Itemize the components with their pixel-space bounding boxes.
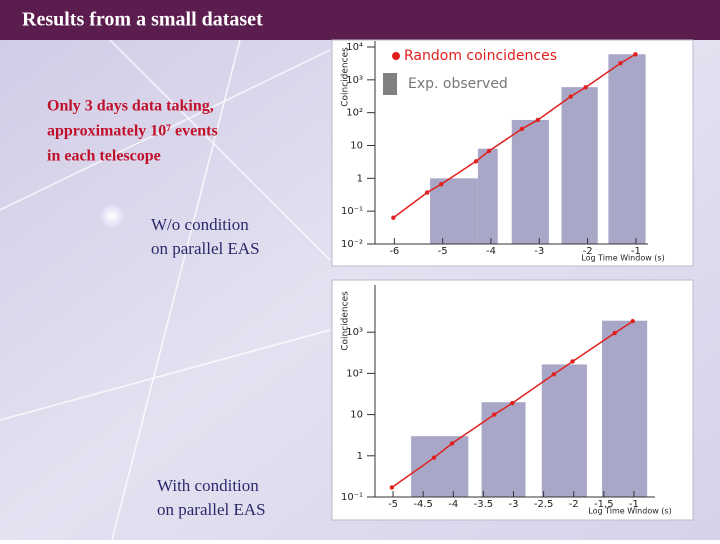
x-tick-label: -3 [509,499,519,510]
data-point [449,441,455,446]
note: Only 3 days data taking, approximately 1… [47,98,218,165]
bar [481,402,526,497]
data-point [551,372,557,377]
data-point [473,159,479,164]
bar [461,178,478,244]
caption: on parallel EAS [151,239,260,258]
data-point [438,182,444,187]
note-line: Only 3 days data taking, [47,98,214,115]
y-tick-label: 1 [357,173,363,184]
bar [541,364,587,497]
data-point [431,455,437,460]
title-bar [0,0,720,40]
x-tick-label: -3.5 [474,499,494,510]
x-tick-label: -6 [389,246,399,257]
x-tick-label: -2 [569,499,579,510]
bar [477,148,498,244]
data-point [570,359,575,364]
legend-marker [392,52,400,60]
y-tick-label: 10⁻² [341,239,363,250]
x-tick-label: -5 [438,246,448,257]
data-point [391,215,396,220]
legend-label: Exp. observed [408,76,508,92]
bar [602,320,648,497]
y-tick-label: 10³ [346,327,363,338]
data-point [612,330,617,336]
data-point [492,412,497,417]
x-axis-label: Log Time Window (s) [581,254,664,263]
y-tick-label: 10⁻¹ [341,492,363,503]
slide-title: Results from a small dataset [22,9,263,31]
y-tick-label: 10³ [346,75,363,86]
y-tick-label: 10⁻¹ [341,206,363,217]
data-point [510,400,515,406]
data-point [424,190,430,195]
y-tick-label: 10 [350,410,363,421]
x-tick-label: -4 [486,246,496,257]
data-point [519,126,525,132]
glow [98,202,126,230]
y-tick-label: 10⁴ [346,42,363,53]
x-tick-label: -1 [631,246,641,257]
captions: W/o condition on parallel EAS With condi… [151,215,266,519]
x-axis-label: Log Time Window (s) [588,507,671,516]
y-tick-label: 10² [346,108,363,119]
legend-label: Random coincidences [404,48,557,64]
note-line: approximately 10⁷ events [47,123,218,140]
x-tick-label: -5 [388,499,398,510]
caption: W/o condition [151,215,249,234]
data-point [535,117,541,123]
data-point [486,148,492,154]
x-tick-label: -4.5 [413,499,433,510]
data-point [389,485,395,490]
note-line: in each telescope [47,148,161,165]
data-point [583,85,588,90]
bar [561,87,598,244]
data-point [618,61,623,66]
y-axis-label: Coincidences [341,291,351,351]
data-point [568,94,573,99]
bar [411,436,469,497]
caption: on parallel EAS [157,500,266,519]
x-tick-label: -1.5 [594,499,614,510]
bar [430,178,462,244]
y-axis-label: Coincidences [341,47,351,107]
x-tick-label: -4 [448,499,458,510]
x-tick-label: -2.5 [534,499,554,510]
caption: With condition [157,476,259,495]
data-point [633,52,638,57]
x-tick-label: -3 [534,246,544,257]
x-tick-label: -2 [583,246,593,257]
legend-marker [383,73,397,95]
bar [511,119,549,244]
x-tick-label: -1 [629,499,639,510]
y-tick-label: 10² [346,368,363,379]
y-tick-label: 10 [350,141,363,152]
data-point [630,318,635,324]
y-tick-label: 1 [357,451,363,462]
decoration [0,39,331,541]
bar [608,54,646,245]
